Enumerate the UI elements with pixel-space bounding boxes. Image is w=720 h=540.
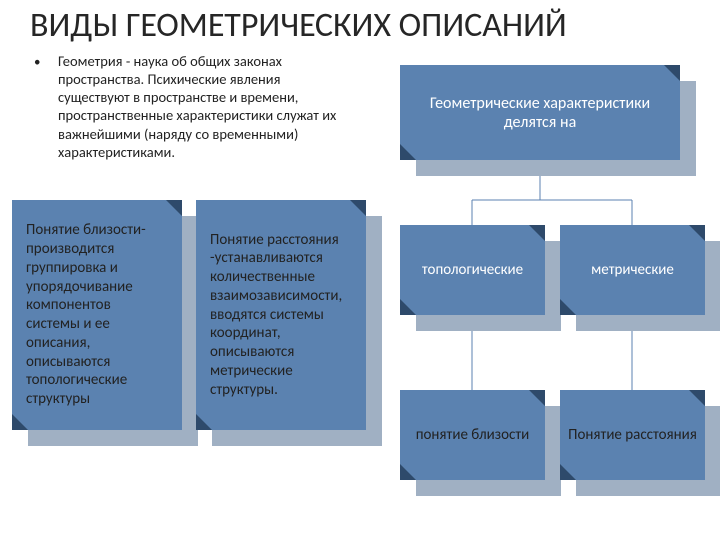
fold-icon (689, 225, 705, 241)
fold-icon (166, 200, 182, 216)
box-front: метрические (560, 225, 705, 315)
box-proximity-concept: Понятие близости- производится группиров… (12, 200, 182, 430)
fold-icon (350, 200, 366, 216)
fold-icon (529, 225, 545, 241)
box-topological: топологические (400, 225, 545, 315)
intro-text: Геометрия - наука об общих законах прост… (58, 52, 338, 161)
box-label: Понятие расстояния (568, 426, 697, 444)
fold-icon (560, 299, 576, 315)
box-front: понятие близости (400, 390, 545, 480)
box-front: топологические (400, 225, 545, 315)
box-front: Понятие расстояния -устанавливаются коли… (196, 200, 366, 430)
fold-icon (689, 390, 705, 406)
box-distance: Понятие расстояния (560, 390, 705, 480)
fold-icon (12, 414, 28, 430)
box-characteristics: Геометрические характеристики делятся на (400, 65, 680, 160)
box-label: топологические (422, 261, 523, 279)
box-label: Геометрические характеристики делятся на (400, 94, 680, 132)
slide-title: ВИДЫ ГЕОМЕТРИЧЕСКИХ ОПИСАНИЙ (30, 5, 710, 46)
box-front: Понятие расстояния (560, 390, 705, 480)
fold-icon (529, 390, 545, 406)
box-label: Понятие близости- производится группиров… (26, 221, 168, 409)
box-metric: метрические (560, 225, 705, 315)
box-front: Геометрические характеристики делятся на (400, 65, 680, 160)
box-front: Понятие близости- производится группиров… (12, 200, 182, 430)
box-label: понятие близости (416, 426, 530, 444)
fold-icon (400, 144, 416, 160)
box-distance-concept: Понятие расстояния -устанавливаются коли… (196, 200, 366, 430)
box-proximity: понятие близости (400, 390, 545, 480)
box-label: Понятие расстояния -устанавливаются коли… (210, 231, 352, 400)
fold-icon (400, 464, 416, 480)
bullet-icon: • (34, 55, 40, 70)
slide: ВИДЫ ГЕОМЕТРИЧЕСКИХ ОПИСАНИЙ • Геометрия… (0, 0, 720, 540)
fold-icon (560, 464, 576, 480)
box-label: метрические (591, 261, 674, 279)
fold-icon (196, 414, 212, 430)
fold-icon (664, 65, 680, 81)
fold-icon (400, 299, 416, 315)
